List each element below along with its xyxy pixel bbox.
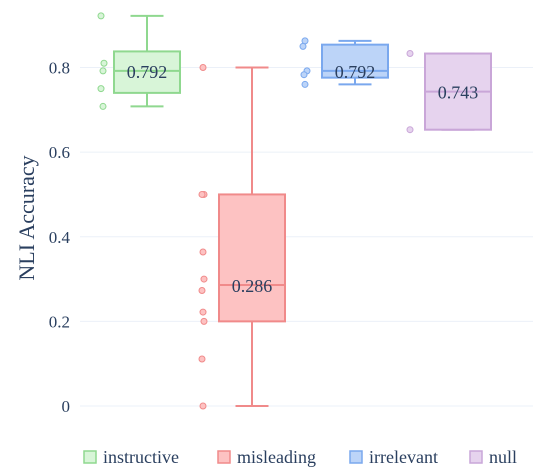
box-series-instructive: 0.792: [97, 12, 181, 110]
misleading-box: [218, 193, 286, 323]
legend-label-null: null: [489, 447, 517, 467]
null-point-0: [406, 50, 414, 58]
misleading-point-9: [199, 402, 207, 410]
null-point-1: [406, 126, 414, 134]
irrelevant-median-label: 0.792: [335, 62, 376, 82]
legend-item-misleading: misleading: [217, 447, 316, 467]
y-tick-label-0: 0: [62, 397, 71, 416]
misleading-point-0: [199, 64, 207, 71]
legend-item-null: null: [469, 447, 517, 467]
y-tick-label-1: 0.2: [49, 312, 70, 331]
legend-swatch-instructive: [83, 450, 97, 464]
misleading-point-6: [199, 308, 207, 316]
legend-item-irrelevant: irrelevant: [349, 447, 438, 467]
y-tick-label-4: 0.8: [49, 59, 70, 78]
misleading-median-label: 0.286: [232, 276, 273, 296]
instructive-median-label: 0.792: [127, 62, 168, 82]
box-series-irrelevant: 0.792: [299, 37, 389, 88]
y-axis-title: NLI Accuracy: [14, 155, 39, 280]
box-series: 0.792 0.286 0.792 0.743: [97, 12, 492, 410]
misleading-point-5: [198, 286, 206, 294]
misleading-point-7: [200, 317, 208, 325]
y-tick-label-3: 0.6: [49, 143, 70, 162]
box-series-null: 0.743: [406, 50, 492, 134]
y-axis-ticks: 0 0.2 0.4 0.6 0.8: [49, 59, 71, 417]
y-tick-label-2: 0.4: [49, 228, 71, 247]
instructive-point-2: [99, 67, 107, 75]
irrelevant-box: [321, 43, 389, 79]
misleading-point-4: [200, 275, 208, 283]
legend-label-irrelevant: irrelevant: [369, 447, 438, 467]
misleading-point-3: [199, 248, 207, 256]
misleading-point-8: [198, 355, 206, 363]
legend-item-instructive: instructive: [83, 447, 179, 467]
instructive-point-0: [97, 12, 105, 20]
instructive-point-1: [100, 59, 108, 67]
null-median-label: 0.743: [438, 83, 479, 103]
instructive-box: [113, 50, 181, 94]
box-series-misleading: 0.286: [198, 64, 286, 410]
legend-swatch-null: [469, 450, 483, 464]
irrelevant-point-3: [300, 71, 308, 79]
instructive-point-3: [97, 85, 105, 93]
instructive-point-4: [99, 102, 107, 110]
legend-label-misleading: misleading: [237, 447, 316, 467]
misleading-point-2: [198, 190, 206, 198]
legend: instructive misleading irrelevant null: [83, 447, 517, 467]
irrelevant-point-4: [301, 80, 309, 88]
irrelevant-point-1: [299, 42, 307, 50]
legend-swatch-misleading: [217, 450, 231, 464]
legend-label-instructive: instructive: [103, 447, 179, 467]
legend-swatch-irrelevant: [349, 450, 363, 464]
